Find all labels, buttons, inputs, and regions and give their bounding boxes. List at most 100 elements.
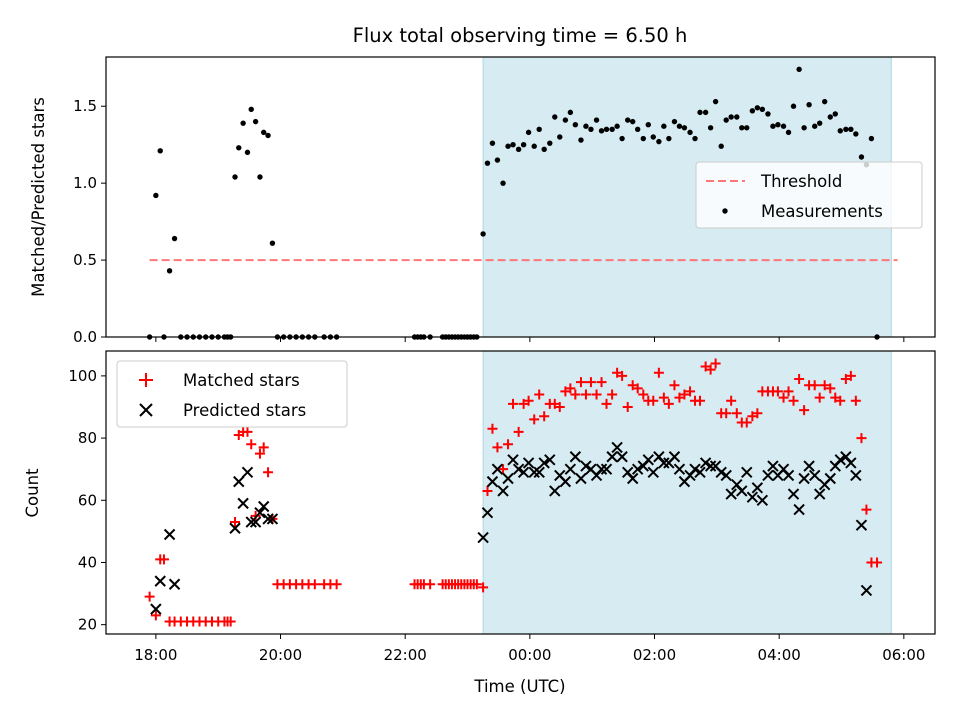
legend-matched-swatch	[139, 373, 153, 387]
measurement-point	[171, 235, 178, 242]
predicted-star-point	[673, 463, 686, 475]
top-y-tick-label: 1.5	[73, 97, 97, 115]
matched-star-point	[144, 591, 155, 602]
predicted-star-point	[266, 513, 279, 525]
measurement-point	[790, 103, 797, 109]
matched-star-point	[258, 442, 269, 453]
measurement-point	[837, 128, 843, 134]
measurement-point	[853, 131, 859, 137]
predicted-star-point	[595, 463, 608, 475]
matched-star-point	[799, 405, 810, 416]
predicted-star-point	[860, 584, 873, 597]
measurement-point	[505, 143, 511, 149]
measurement-point	[531, 143, 537, 149]
matched-star-point	[856, 433, 867, 444]
matched-stars-points	[144, 358, 883, 627]
matched-star-point	[809, 380, 820, 391]
matched-star-point	[492, 442, 503, 453]
predicted-star-point	[626, 472, 639, 485]
matched-star-point	[225, 616, 236, 627]
predicted-star-point	[694, 466, 706, 478]
predicted-star-point	[569, 451, 582, 463]
matched-star-point	[503, 439, 514, 450]
predicted-star-point	[262, 513, 274, 525]
matched-star-point	[508, 398, 519, 409]
matched-star-point	[710, 358, 721, 369]
measurement-point	[858, 154, 865, 160]
bottom-y-axis-label: Count	[23, 468, 42, 518]
measurement-point	[567, 109, 574, 116]
predicted-star-point	[715, 466, 727, 478]
matched-star-point	[679, 389, 690, 400]
matched-star-point	[263, 467, 274, 478]
measurement-point	[645, 121, 651, 128]
measurement-point	[712, 98, 719, 105]
matched-star-point	[523, 395, 534, 406]
matched-star-point	[814, 392, 825, 403]
predicted-star-point	[168, 578, 181, 590]
measurement-point	[650, 134, 656, 140]
predicted-star-point	[699, 457, 712, 469]
predicted-star-point	[808, 469, 821, 482]
predicted-star-point	[512, 463, 525, 475]
matched-star-point	[331, 579, 342, 590]
matched-star-point	[487, 423, 498, 434]
predicted-star-point	[787, 488, 800, 500]
predicted-star-point	[658, 457, 670, 469]
predicted-star-point	[793, 503, 805, 516]
predicted-star-point	[481, 507, 494, 519]
measurement-point	[661, 123, 667, 129]
top-legend: Threshold Measurements	[695, 161, 923, 229]
measurement-point	[754, 105, 761, 111]
measurement-point	[666, 135, 672, 142]
matched-star-point	[783, 386, 794, 397]
top-axes-frame	[105, 56, 936, 338]
measurement-point	[603, 126, 610, 133]
measurement-point	[598, 128, 605, 134]
matched-star-point	[850, 395, 861, 406]
measurement-point	[744, 125, 750, 131]
matched-star-point	[529, 414, 540, 425]
predicted-star-point	[544, 454, 556, 466]
x-tick-label: 04:00	[758, 646, 801, 664]
measurement-point	[868, 135, 875, 142]
measurement-point	[702, 109, 709, 116]
measurement-point	[634, 126, 641, 133]
matched-star-point	[638, 389, 649, 400]
measurement-point	[500, 180, 506, 186]
measurement-point	[588, 126, 594, 133]
measurement-point	[848, 126, 854, 133]
top-legend-box	[695, 161, 923, 229]
measurement-point	[614, 123, 620, 129]
matched-star-point	[772, 386, 783, 397]
matched-star-point	[731, 408, 742, 419]
legend-measurements-label: Measurements	[761, 202, 883, 221]
matched-star-point	[872, 557, 883, 568]
predicted-star-point	[647, 466, 659, 478]
matched-star-point	[309, 579, 320, 590]
predicted-star-point	[720, 469, 732, 482]
matched-star-point	[254, 448, 265, 459]
matched-star-point	[534, 389, 545, 400]
measurement-point	[244, 149, 251, 156]
predicted-star-point	[154, 575, 166, 587]
measurement-point	[816, 120, 823, 126]
measurement-point	[578, 137, 584, 143]
predicted-star-point	[855, 519, 868, 531]
measurement-point	[681, 125, 688, 131]
measurement-point	[489, 140, 496, 146]
bottom-y-tick-label: 20	[78, 616, 97, 634]
matched-star-point	[565, 383, 576, 394]
measurement-point	[547, 140, 553, 146]
matched-star-point	[752, 408, 763, 419]
measurement-point	[734, 114, 740, 120]
measurement-point	[153, 192, 159, 199]
measurement-point	[821, 98, 828, 105]
matched-star-point	[663, 398, 674, 409]
predicted-star-point	[549, 485, 561, 497]
matched-star-point	[471, 579, 482, 590]
predicted-star-point	[257, 500, 270, 513]
predicted-star-point	[798, 472, 810, 485]
measurement-point	[484, 160, 491, 166]
matched-star-point	[622, 401, 633, 412]
